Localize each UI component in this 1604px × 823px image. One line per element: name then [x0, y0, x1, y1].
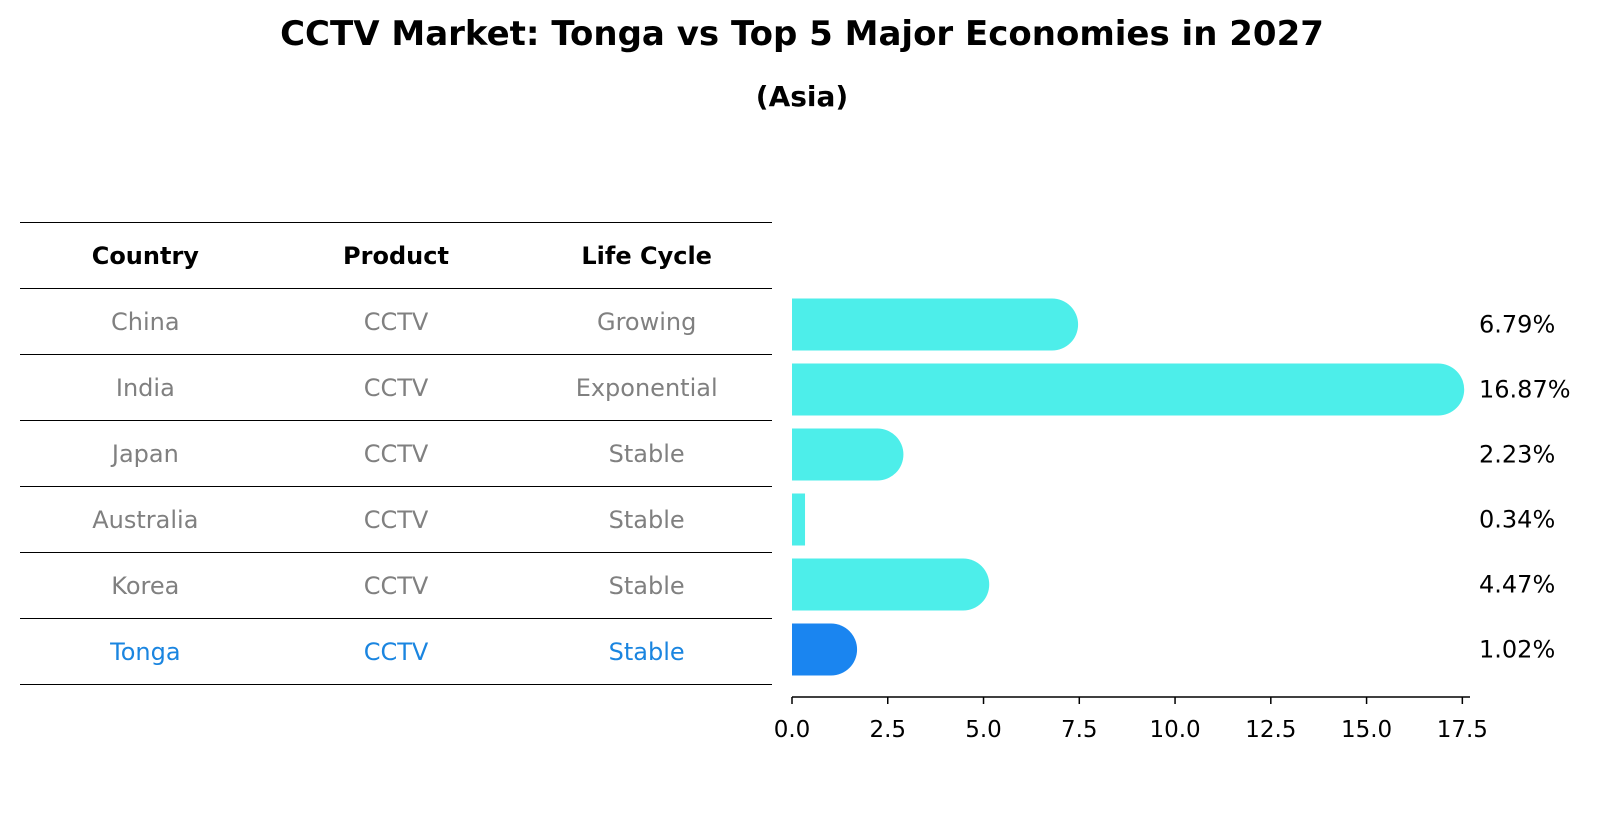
value-label: 1.02%	[1479, 636, 1555, 664]
chart-subtitle: (Asia)	[755, 80, 849, 113]
x-tick-label: 17.5	[1437, 717, 1488, 743]
value-label: 6.79%	[1479, 311, 1555, 339]
header-product: Product	[270, 222, 522, 289]
cell-product: CCTV	[270, 618, 522, 685]
x-tick-label: 0.0	[774, 717, 811, 743]
x-tick-label: 5.0	[965, 717, 1002, 743]
bar-japan	[792, 428, 904, 481]
table-header-row: Country Product Life Cycle	[20, 222, 772, 289]
cell-country: Australia	[20, 486, 271, 553]
value-label: 4.47%	[1479, 571, 1555, 599]
x-tick-label: 7.5	[1061, 717, 1098, 743]
header-country: Country	[20, 222, 271, 289]
cell-life-cycle: Growing	[521, 288, 772, 355]
data-table: Country Product Life Cycle China CCTV Gr…	[20, 222, 772, 685]
table-row: China CCTV Growing	[20, 288, 772, 355]
bar-china	[792, 298, 1079, 351]
value-label: 0.34%	[1479, 506, 1555, 534]
value-label: 2.23%	[1479, 441, 1555, 469]
table-row: Japan CCTV Stable	[20, 420, 772, 487]
x-tick-label: 10.0	[1149, 717, 1200, 743]
cell-life-cycle: Stable	[521, 420, 772, 487]
cell-country: Korea	[20, 552, 271, 619]
x-tick-label: 2.5	[869, 717, 906, 743]
cell-life-cycle: Stable	[521, 552, 772, 619]
bar-india	[792, 363, 1465, 416]
x-tick-label: 15.0	[1341, 717, 1392, 743]
chart-title: CCTV Market: Tonga vs Top 5 Major Econom…	[280, 14, 1324, 54]
value-label: 16.87%	[1479, 376, 1571, 404]
cell-country: Tonga	[20, 618, 271, 685]
bar-tonga	[792, 623, 858, 676]
cell-product: CCTV	[270, 552, 522, 619]
cell-life-cycle: Stable	[521, 618, 772, 685]
bar-korea	[792, 558, 990, 611]
cell-life-cycle: Stable	[521, 486, 772, 553]
cell-product: CCTV	[270, 420, 522, 487]
table-row: Australia CCTV Stable	[20, 486, 772, 553]
table-row-highlight: Tonga CCTV Stable	[20, 618, 772, 685]
cell-country: China	[20, 288, 271, 355]
cell-country: India	[20, 354, 271, 421]
x-tick-label: 12.5	[1245, 717, 1296, 743]
table-row: India CCTV Exponential	[20, 354, 772, 421]
bar-australia	[792, 493, 806, 546]
cell-product: CCTV	[270, 486, 522, 553]
cell-product: CCTV	[270, 354, 522, 421]
header-life-cycle: Life Cycle	[521, 222, 772, 289]
table-row: Korea CCTV Stable	[20, 552, 772, 619]
cell-life-cycle: Exponential	[521, 354, 772, 421]
cell-product: CCTV	[270, 288, 522, 355]
cell-country: Japan	[20, 420, 271, 487]
